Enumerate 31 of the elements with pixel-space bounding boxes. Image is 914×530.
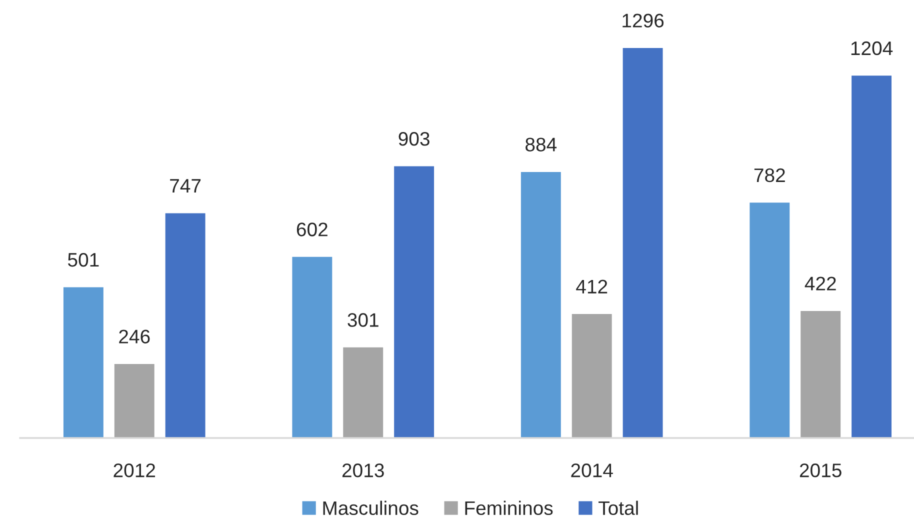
data-label: 1296 <box>622 14 664 28</box>
data-label: 884 <box>526 138 557 152</box>
data-label: 501 <box>68 252 99 267</box>
bar <box>520 172 561 438</box>
x-tick-label: 2015 <box>800 464 842 478</box>
bar <box>394 166 434 438</box>
bar <box>114 364 154 438</box>
bar <box>572 314 612 438</box>
data-label: 412 <box>576 280 608 294</box>
x-tick-label: 2012 <box>114 464 156 478</box>
bar <box>800 311 841 438</box>
bar <box>750 202 790 438</box>
x-tick-label: 2013 <box>342 464 384 478</box>
bar <box>63 287 104 438</box>
bar <box>622 48 663 438</box>
data-label: 782 <box>754 168 785 182</box>
data-label: 301 <box>348 313 378 327</box>
legend-label: Femininos <box>465 500 553 516</box>
bar <box>165 213 206 438</box>
data-label: 747 <box>170 179 201 193</box>
legend-label: Masculinos <box>323 500 418 516</box>
bar <box>852 76 892 438</box>
legend-label: Total <box>598 500 638 516</box>
data-label: 1204 <box>851 41 893 56</box>
data-label: 903 <box>398 132 430 146</box>
x-tick-label: 2014 <box>571 464 613 478</box>
bar <box>292 256 332 438</box>
bar <box>343 347 384 438</box>
data-label: 422 <box>804 276 836 290</box>
data-label: 246 <box>119 330 150 344</box>
data-label: 602 <box>296 222 328 236</box>
